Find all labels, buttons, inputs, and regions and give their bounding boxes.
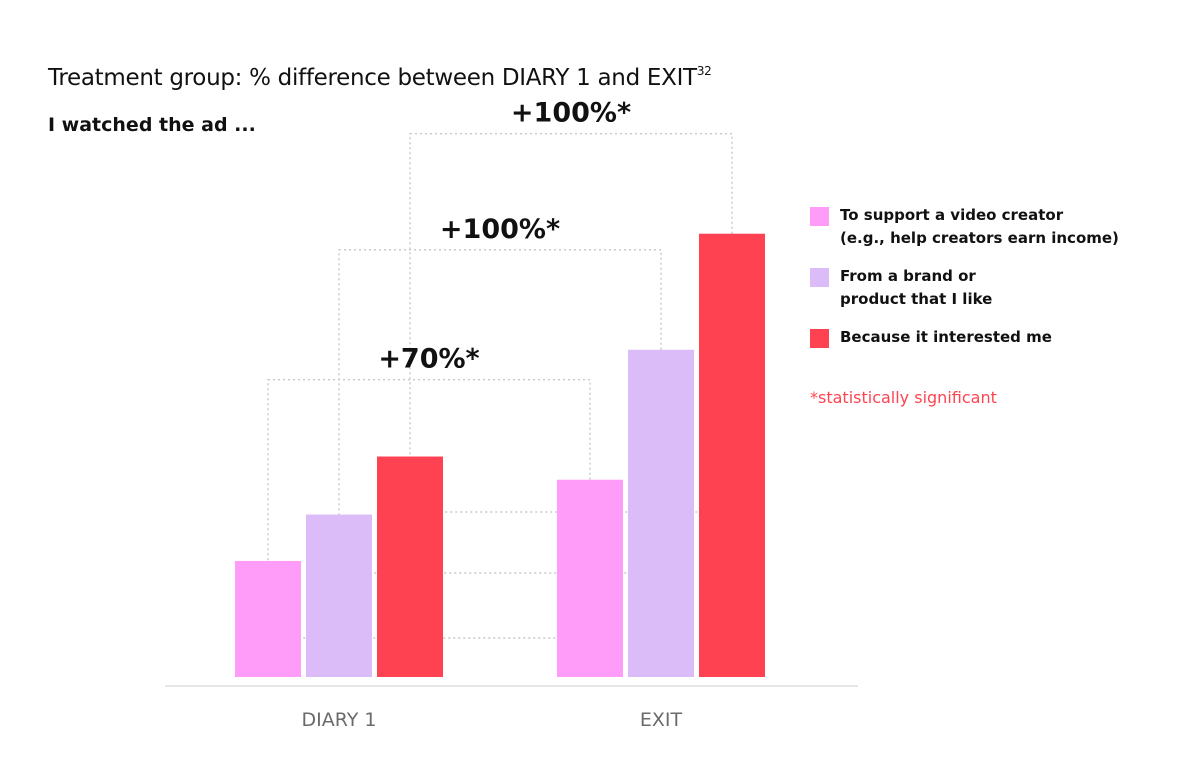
legend-swatch-3 xyxy=(810,329,829,348)
difference-annotations: +70%* +100%* +100%* xyxy=(378,98,631,375)
bar-diary-1-series-2 xyxy=(306,514,372,677)
difference-label-series-3: +100%* xyxy=(511,98,631,129)
x-axis-tick-labels: DIARY 1 EXIT xyxy=(302,709,683,731)
difference-label-series-1: +70%* xyxy=(378,344,479,375)
x-tick-label-exit: EXIT xyxy=(640,709,683,731)
legend-label-1: To support a video creator (e.g., help c… xyxy=(840,206,1119,247)
title-footnote-ref: 32 xyxy=(696,64,712,78)
chart-title: Treatment group: % difference between DI… xyxy=(48,64,712,91)
legend-item-3: Because it interested me xyxy=(810,326,1150,349)
chart-subtitle: I watched the ad ... xyxy=(48,114,256,136)
legend-swatch-2 xyxy=(810,268,829,287)
bar-exit-series-2 xyxy=(628,349,694,677)
x-tick-label-diary-1: DIARY 1 xyxy=(302,709,377,731)
legend-item-2: From a brand or product that I like xyxy=(810,265,1150,311)
bar-diary-1-series-3 xyxy=(377,456,443,677)
bracket-series-2 xyxy=(338,249,662,574)
bar-diary-1-series-1 xyxy=(235,560,301,677)
legend-swatch-1 xyxy=(810,207,829,226)
chart-legend: To support a video creator (e.g., help c… xyxy=(810,204,1150,364)
chart-bars xyxy=(235,233,765,678)
legend-item-1: To support a video creator (e.g., help c… xyxy=(810,204,1150,250)
bar-exit-series-1 xyxy=(557,479,623,677)
chart-title-text: Treatment group: % difference between DI… xyxy=(48,65,697,91)
legend-label-2: From a brand or product that I like xyxy=(840,267,993,308)
legend-label-3: Because it interested me xyxy=(840,328,1052,346)
significance-note: *statistically significant xyxy=(810,388,997,407)
bar-exit-series-3 xyxy=(699,233,765,678)
difference-label-series-2: +100%* xyxy=(440,214,560,245)
